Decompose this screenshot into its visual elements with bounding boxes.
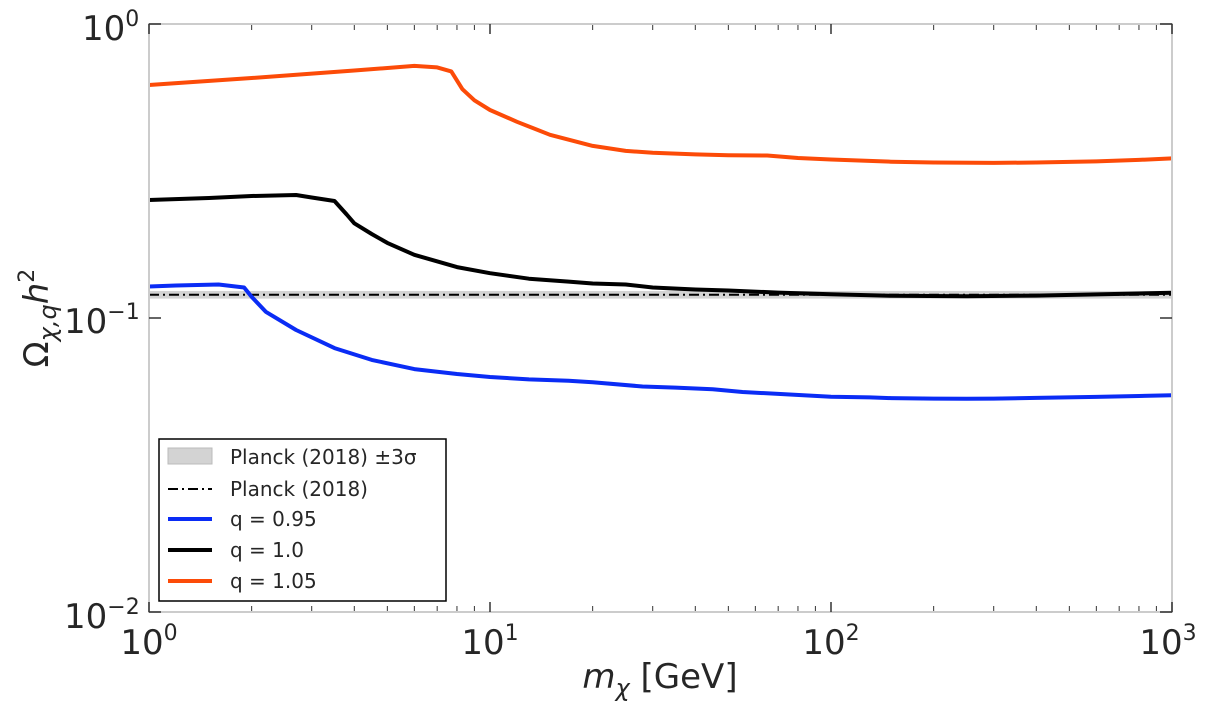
x-tick-label-1000: 103 [1139,621,1196,663]
legend-entry-q100: q = 1.0 [168,538,304,562]
y-axis-title: Ωχ,qh2 [15,269,62,368]
major-ticks [148,23,1173,613]
x-tick-labels: 100 101 102 103 [120,621,1196,663]
legend-swatch-band [167,447,213,465]
legend-label-q105: q = 1.05 [230,569,317,593]
x-tick-label-10: 101 [461,621,518,663]
x-tick-label-100: 102 [802,621,859,663]
series-line-q100 [148,193,1173,299]
x-tick-label-1: 100 [120,621,177,663]
legend-label-q095: q = 0.95 [230,507,317,531]
legend-entry-q095: q = 0.95 [168,507,317,531]
planck-band [149,290,1172,299]
series-line-q105 [148,63,1173,165]
legend-label-band: Planck (2018) ±3σ [230,445,417,469]
series-line-q095 [148,282,1173,401]
legend-label-q100: q = 1.0 [230,538,304,562]
y-tick-labels: 100 10−1 10−2 [64,7,140,637]
legend-entry-q105: q = 1.05 [168,569,317,593]
y-tick-label-0.1: 10−1 [64,300,140,342]
legend-entry-band: Planck (2018) ±3σ [167,445,417,469]
x-axis-title: mχ [GeV] [582,657,737,702]
legend-label-reference: Planck (2018) [230,477,368,501]
y-tick-label-1: 100 [82,7,139,49]
y-tick-label-0.01: 10−2 [64,595,140,637]
legend: Planck (2018) ±3σ Planck (2018) q = 0.95… [158,438,447,602]
legend-entry-reference: Planck (2018) [168,477,368,501]
